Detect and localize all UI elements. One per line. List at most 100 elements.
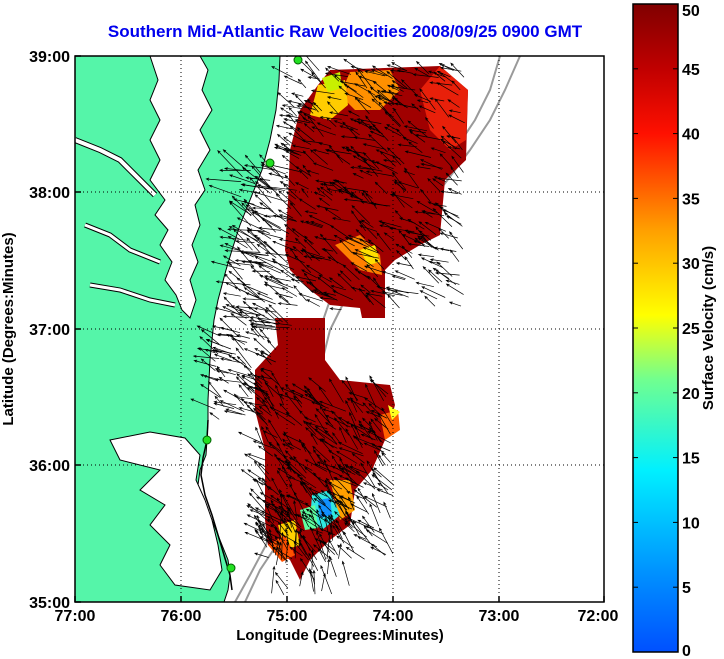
velocity-arrow <box>372 277 381 288</box>
velocity-arrow <box>254 507 278 520</box>
velocity-arrow <box>391 61 407 72</box>
velocity-arrow <box>427 177 441 192</box>
velocity-arrow <box>329 111 349 117</box>
velocity-arrow <box>361 192 371 204</box>
velocity-arrow <box>439 206 460 219</box>
velocity-arrow <box>383 501 391 519</box>
velocity-arrow <box>358 238 379 253</box>
velocity-arrow <box>350 286 366 292</box>
velocity-arrow <box>339 270 352 282</box>
velocity-arrow <box>231 337 248 343</box>
velocity-arrow <box>258 524 272 543</box>
velocity-arrow <box>372 80 387 92</box>
velocity-arrow <box>371 65 393 79</box>
x-tick-label: 77:00 <box>55 608 96 625</box>
velocity-arrow <box>264 382 285 400</box>
velocity-arrow <box>234 259 267 264</box>
velocity-arrow <box>388 113 401 127</box>
velocity-arrow <box>274 453 287 472</box>
velocity-arrow <box>343 198 368 203</box>
velocity-arrow <box>308 377 326 392</box>
velocity-arrow <box>448 301 462 307</box>
velocity-arrow <box>277 91 295 108</box>
velocity-arrow <box>326 96 342 101</box>
velocity-arrow <box>414 133 441 140</box>
velocity-arrow <box>356 154 377 164</box>
velocity-arrow <box>351 452 365 464</box>
velocity-arrow <box>340 467 356 475</box>
velocity-arrow <box>277 209 294 219</box>
velocity-arrow <box>210 260 245 271</box>
velocity-arrow <box>380 90 403 97</box>
velocity-arrow <box>326 558 331 575</box>
velocity-arrow <box>449 231 464 250</box>
velocity-arrow <box>351 210 366 232</box>
velocity-arrow <box>331 217 351 222</box>
velocity-arrow <box>365 170 393 177</box>
velocity-arrow <box>390 84 404 92</box>
velocity-arrow <box>298 528 303 547</box>
velocity-arrow <box>235 376 253 394</box>
velocity-arrow <box>230 305 261 317</box>
velocity-arrow <box>303 123 315 133</box>
velocity-arrow <box>261 425 269 442</box>
velocity-arrow <box>275 384 285 406</box>
velocity-arrow <box>362 482 383 491</box>
velocity-arrow <box>288 132 312 145</box>
velocity-arrow <box>337 464 352 473</box>
velocity-arrow <box>296 127 315 142</box>
velocity-arrow <box>329 515 334 541</box>
velocity-arrow <box>246 386 268 404</box>
velocity-arrow <box>371 98 392 117</box>
velocity-arrow <box>230 333 244 351</box>
velocity-arrow <box>402 137 418 144</box>
velocity-arrow <box>228 270 246 285</box>
velocity-arrow <box>289 483 298 498</box>
colorbar-tick-label: 50 <box>682 3 700 20</box>
velocity-arrow <box>365 525 384 535</box>
velocity-arrow <box>386 147 405 165</box>
velocity-arrow <box>348 496 355 510</box>
velocity-arrow <box>378 220 402 228</box>
velocity-arrow <box>263 240 289 264</box>
velocity-arrow <box>263 275 291 282</box>
velocity-arrow <box>349 466 368 474</box>
velocity-arrow <box>363 442 385 453</box>
velocity-arrow <box>436 177 462 182</box>
velocity-arrow <box>347 234 374 245</box>
velocity-arrow <box>278 238 301 244</box>
velocity-arrow <box>230 312 247 326</box>
velocity-arrow <box>216 369 229 374</box>
velocity-arrow <box>329 378 344 403</box>
velocity-arrow <box>358 220 378 239</box>
velocity-arrow <box>371 474 393 491</box>
velocity-arrow <box>228 354 240 363</box>
radar-sites <box>202 56 303 573</box>
velocity-arrow <box>368 125 383 135</box>
velocity-arrow <box>246 229 267 248</box>
velocity-arrow <box>294 94 314 114</box>
velocity-arrow <box>428 269 443 283</box>
velocity-arrow <box>262 430 278 439</box>
velocity-arrow <box>370 546 387 555</box>
velocity-arrow <box>411 103 421 112</box>
colorbar-tick-label: 45 <box>682 62 700 79</box>
velocity-arrow <box>244 531 267 542</box>
velocity-arrow <box>284 254 305 264</box>
velocity-arrow <box>275 579 285 595</box>
velocity-arrow <box>305 427 320 440</box>
velocity-arrow <box>375 161 398 174</box>
velocity-arrow <box>349 118 362 124</box>
velocity-arrow <box>292 245 304 255</box>
velocity-arrow <box>302 164 312 177</box>
velocity-arrow <box>200 329 220 345</box>
velocity-arrow <box>285 191 297 200</box>
velocity-arrow <box>274 292 293 298</box>
velocity-arrow <box>288 114 296 124</box>
velocity-arrow <box>247 306 271 321</box>
velocity-arrow <box>257 445 274 457</box>
velocity-arrow <box>365 411 381 418</box>
velocity-arrow <box>280 531 284 560</box>
velocity-arrow <box>386 70 408 89</box>
velocity-arrow <box>451 135 463 151</box>
